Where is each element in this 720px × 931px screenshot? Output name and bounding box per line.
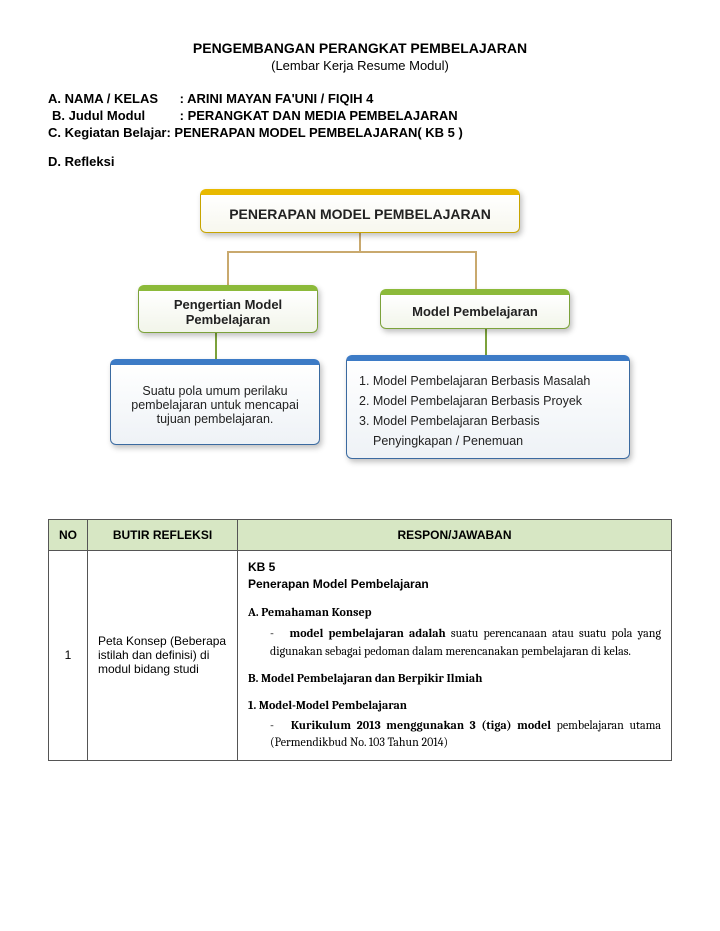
diagram-left-blue: Suatu pola umum perilaku pembelajaran un… (110, 359, 320, 445)
meta-c-line: C. Kegiatan Belajar: PENERAPAN MODEL PEM… (48, 125, 463, 140)
th-butir: BUTIR REFLEKSI (88, 520, 238, 551)
meta-b-label: B. Judul Modul (48, 108, 176, 123)
diagram-right-green: Model Pembelajaran (380, 289, 570, 329)
diagram-left-green: Pengertian Model Pembelajaran (138, 285, 318, 333)
meta-d: D. Refleksi (48, 154, 672, 169)
cell-no: 1 (49, 551, 88, 761)
meta-a: A. NAMA / KELAS : ARINI MAYAN FA'UNI / F… (48, 91, 672, 106)
meta-a-value: : ARINI MAYAN FA'UNI / FIQIH 4 (180, 91, 374, 106)
doc-title: PENGEMBANGAN PERANGKAT PEMBELAJARAN (48, 40, 672, 56)
th-respon: RESPON/JAWABAN (238, 520, 672, 551)
connector (227, 251, 477, 253)
refleksi-table: NO BUTIR REFLEKSI RESPON/JAWABAN 1 Peta … (48, 519, 672, 761)
respon-num-1: 1. Model-Model Pembelajaran (248, 697, 661, 714)
respon-bullet-lead: model pembelajaran adalah (290, 626, 446, 640)
diagram-list-item: 3. Model Pembelajaran Berbasis (359, 411, 590, 431)
connector (485, 329, 487, 355)
meta-b-value: : PERANGKAT DAN MEDIA PEMBELAJARAN (180, 108, 458, 123)
respon-sec-a: A. Pemahaman Konsep (248, 604, 661, 621)
diagram-top-box: PENERAPAN MODEL PEMBELAJARAN (200, 189, 520, 233)
respon-sub-1: - Kurikulum 2013 menggunakan 3 (tiga) mo… (270, 717, 661, 752)
diagram-list-item: 2. Model Pembelajaran Berbasis Proyek (359, 391, 590, 411)
respon-kb-line2: Penerapan Model Pembelajaran (248, 576, 661, 593)
respon-bullet-a: - model pembelajaran adalah suatu perenc… (270, 625, 661, 660)
connector (475, 251, 477, 289)
concept-diagram: PENERAPAN MODEL PEMBELAJARAN Pengertian … (80, 189, 640, 499)
th-no: NO (49, 520, 88, 551)
connector (359, 233, 361, 251)
cell-respon: KB 5 Penerapan Model Pembelajaran A. Pem… (238, 551, 672, 761)
meta-b: B. Judul Modul : PERANGKAT DAN MEDIA PEM… (48, 108, 672, 123)
diagram-list-item: 1. Model Pembelajaran Berbasis Masalah (359, 371, 590, 391)
diagram-list-item: Penyingkapan / Penemuan (359, 431, 590, 451)
table-row: 1 Peta Konsep (Beberapa istilah dan defi… (49, 551, 672, 761)
meta-a-label: A. NAMA / KELAS (48, 91, 176, 106)
respon-sub-lead: Kurikulum 2013 menggunakan 3 (tiga) mode… (291, 718, 551, 732)
diagram-right-blue: 1. Model Pembelajaran Berbasis Masalah 2… (346, 355, 630, 459)
doc-subtitle: (Lembar Kerja Resume Modul) (48, 58, 672, 73)
respon-sec-b: B. Model Pembelajaran dan Berpikir Ilmia… (248, 670, 661, 687)
connector (215, 333, 217, 359)
connector (227, 251, 229, 285)
respon-kb-line1: KB 5 (248, 559, 661, 576)
meta-c: C. Kegiatan Belajar: PENERAPAN MODEL PEM… (48, 125, 672, 140)
cell-butir: Peta Konsep (Beberapa istilah dan defini… (88, 551, 238, 761)
